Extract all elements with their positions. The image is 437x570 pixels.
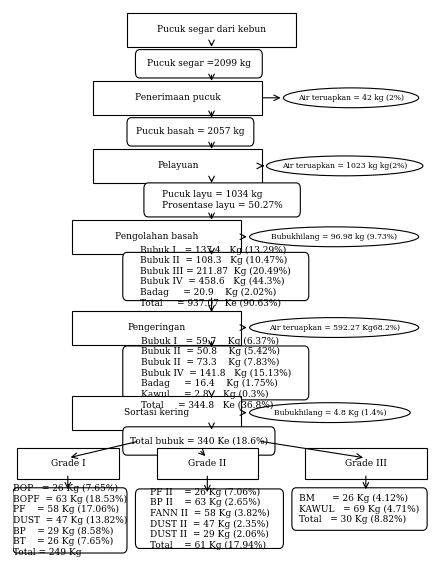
Text: Pelayuan: Pelayuan bbox=[157, 161, 198, 170]
Ellipse shape bbox=[267, 156, 423, 176]
FancyBboxPatch shape bbox=[13, 488, 127, 553]
FancyBboxPatch shape bbox=[72, 396, 241, 430]
Text: Grade I: Grade I bbox=[51, 459, 85, 468]
FancyBboxPatch shape bbox=[127, 13, 296, 47]
FancyBboxPatch shape bbox=[135, 489, 284, 548]
FancyBboxPatch shape bbox=[72, 220, 241, 254]
Text: PF II    = 26 Kg (7.06%)
BP II    = 63 Kg (2.65%)
FANN II  = 58 Kg (3.82%)
DUST : PF II = 26 Kg (7.06%) BP II = 63 Kg (2.6… bbox=[149, 488, 269, 549]
Text: Pucuk segar dari kebun: Pucuk segar dari kebun bbox=[157, 25, 266, 34]
Text: Air teruapkan = 1023 kg kg(2%): Air teruapkan = 1023 kg kg(2%) bbox=[282, 162, 407, 170]
Text: Bubukhilang = 96.98 kg (9.73%): Bubukhilang = 96.98 kg (9.73%) bbox=[271, 233, 397, 241]
Text: Penerimaan pucuk: Penerimaan pucuk bbox=[135, 93, 221, 103]
FancyBboxPatch shape bbox=[135, 50, 262, 78]
Text: Bubuk I   = 137.4   Kg (13.29%)
Bubuk II  = 108.3   Kg (10.47%)
Bubuk III = 211.: Bubuk I = 137.4 Kg (13.29%) Bubuk II = 1… bbox=[140, 246, 291, 307]
Ellipse shape bbox=[250, 227, 419, 247]
Text: Bubukhilang = 4.8 Kg (1.4%): Bubukhilang = 4.8 Kg (1.4%) bbox=[274, 409, 386, 417]
Text: Air teruapkan = 592.27 Kg68.2%): Air teruapkan = 592.27 Kg68.2%) bbox=[269, 324, 400, 332]
Text: Pucuk basah = 2057 kg: Pucuk basah = 2057 kg bbox=[136, 127, 245, 136]
FancyBboxPatch shape bbox=[17, 448, 118, 479]
FancyBboxPatch shape bbox=[72, 311, 241, 344]
Text: Pengeringan: Pengeringan bbox=[128, 323, 186, 332]
Text: BM      = 26 Kg (4.12%)
KAWUL   = 69 Kg (4.71%)
Total   = 30 Kg (8.82%): BM = 26 Kg (4.12%) KAWUL = 69 Kg (4.71%)… bbox=[299, 494, 420, 524]
FancyBboxPatch shape bbox=[123, 346, 309, 400]
Ellipse shape bbox=[284, 88, 419, 108]
FancyBboxPatch shape bbox=[93, 81, 262, 115]
FancyBboxPatch shape bbox=[292, 488, 427, 530]
Text: Air teruapkan = 42 kg (2%): Air teruapkan = 42 kg (2%) bbox=[298, 94, 404, 102]
Text: Total bubuk = 340 Ke (18.6%): Total bubuk = 340 Ke (18.6%) bbox=[130, 437, 268, 446]
FancyBboxPatch shape bbox=[123, 427, 275, 455]
Text: Pucuk layu = 1034 kg
Prosentase layu = 50.27%: Pucuk layu = 1034 kg Prosentase layu = 5… bbox=[162, 190, 282, 210]
Text: Sortasi kering: Sortasi kering bbox=[124, 408, 189, 417]
Ellipse shape bbox=[250, 402, 410, 422]
Text: Pengolahan basah: Pengolahan basah bbox=[115, 233, 198, 241]
Text: Pucuk segar =2099 kg: Pucuk segar =2099 kg bbox=[147, 59, 251, 68]
FancyBboxPatch shape bbox=[123, 253, 309, 300]
Text: BOP   = 26 Kg (7.65%)
BOPF  = 63 Kg (18.53%)
PF    = 58 Kg (17.06%)
DUST  = 47 K: BOP = 26 Kg (7.65%) BOPF = 63 Kg (18.53%… bbox=[13, 484, 127, 556]
FancyBboxPatch shape bbox=[305, 448, 427, 479]
Text: Bubuk I   = 59.7    Kg (6.37%)
Bubuk II  = 50.8    Kg (5.42%)
Bubuk II  = 73.3  : Bubuk I = 59.7 Kg (6.37%) Bubuk II = 50.… bbox=[141, 337, 291, 409]
Ellipse shape bbox=[250, 317, 419, 337]
FancyBboxPatch shape bbox=[127, 117, 254, 146]
Text: Grade III: Grade III bbox=[345, 459, 387, 468]
FancyBboxPatch shape bbox=[144, 183, 300, 217]
FancyBboxPatch shape bbox=[93, 149, 262, 183]
FancyBboxPatch shape bbox=[156, 448, 258, 479]
Text: Grade II: Grade II bbox=[188, 459, 226, 468]
